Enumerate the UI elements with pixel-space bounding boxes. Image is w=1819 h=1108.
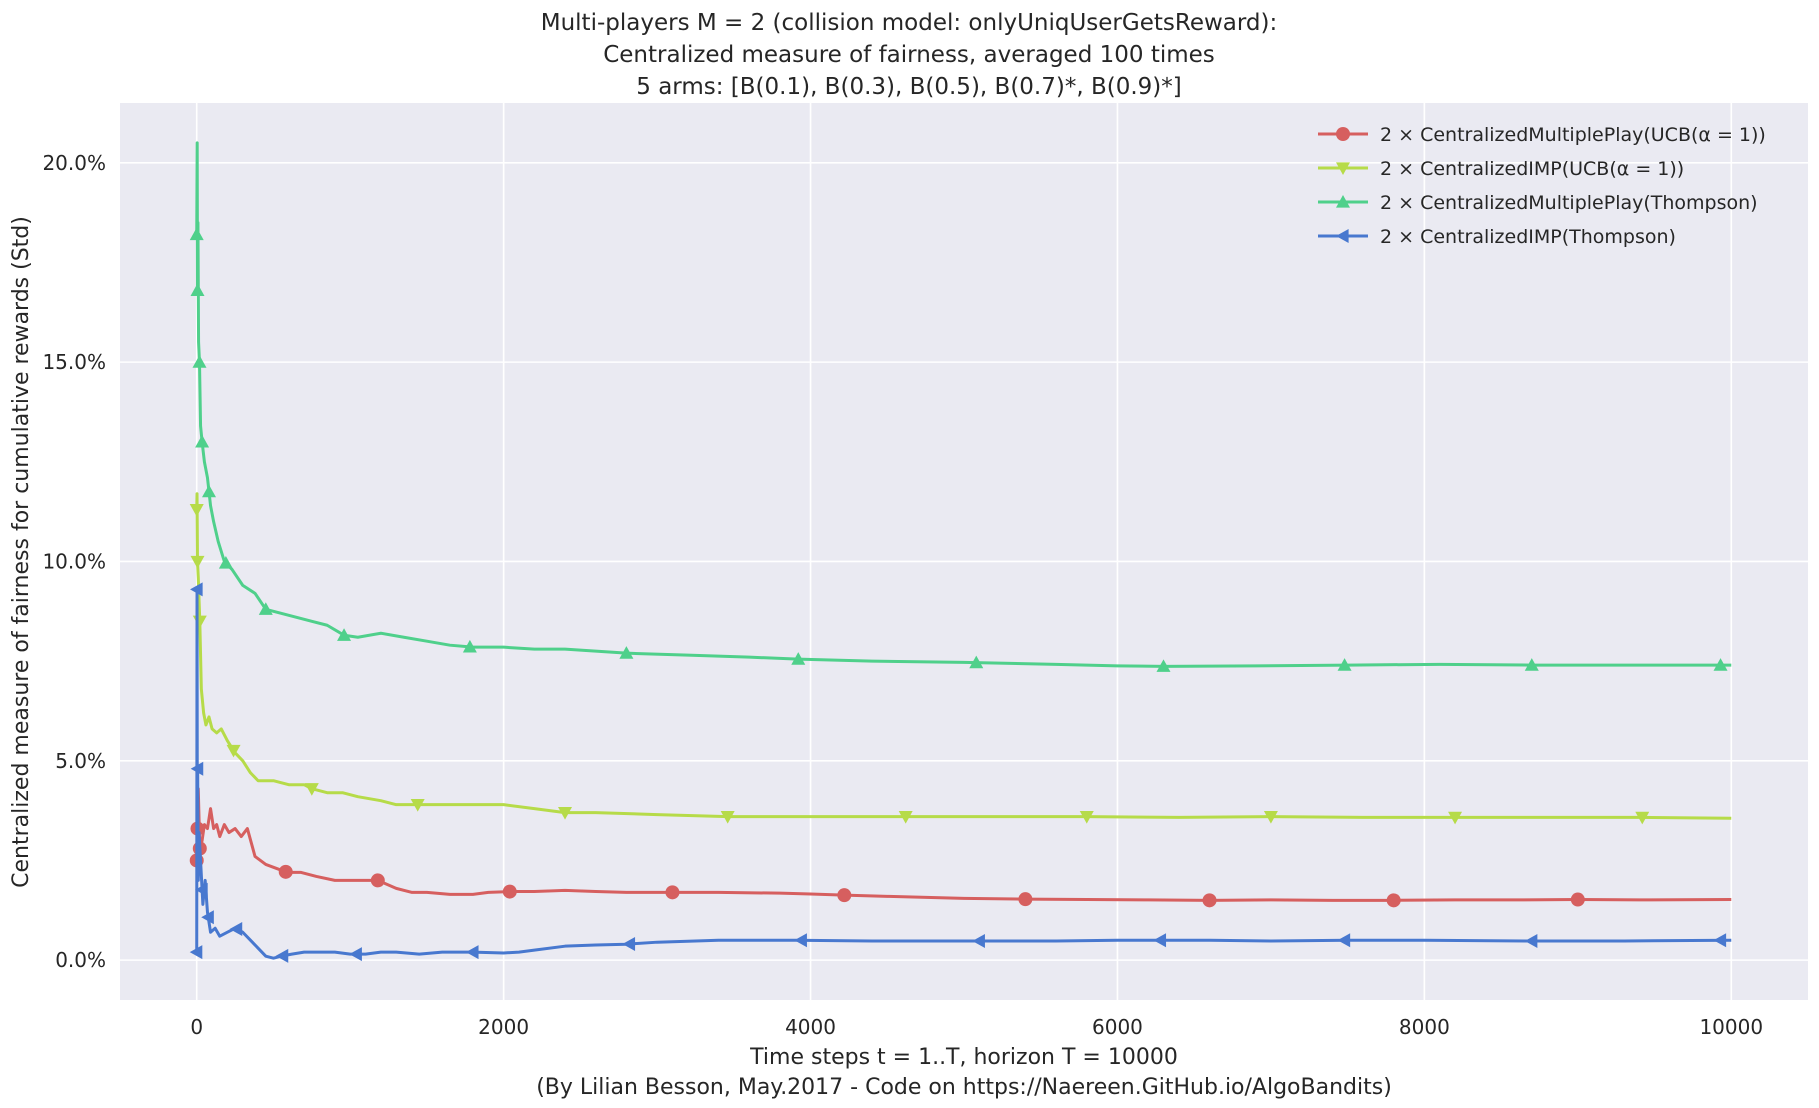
series-point <box>349 947 362 962</box>
series-point <box>898 811 913 824</box>
series-point <box>665 885 680 900</box>
series-point <box>304 783 319 796</box>
series-point <box>969 655 984 669</box>
series-point <box>337 628 352 641</box>
chart-title-line-2: Centralized measure of fairness, average… <box>603 42 1215 68</box>
x-tick-label: 6000 <box>1092 1015 1143 1039</box>
plot-area <box>120 103 1808 1000</box>
series-point <box>1448 811 1463 825</box>
series-point <box>1156 659 1171 672</box>
series-point <box>1263 811 1278 824</box>
series-point <box>720 811 735 824</box>
series-point <box>201 910 214 925</box>
series-point <box>1153 933 1167 948</box>
series-point <box>218 556 233 569</box>
legend-label: 2 × CentralizedIMP(UCB(α = 1)) <box>1380 158 1684 180</box>
legend-marker <box>1336 162 1350 175</box>
grid <box>120 103 1808 1000</box>
legend-marker <box>1336 229 1349 243</box>
series-point <box>226 744 241 758</box>
series-point <box>1524 658 1539 671</box>
x-tick-label: 0 <box>190 1015 203 1039</box>
series-point <box>1018 892 1033 907</box>
legend-marker <box>1336 195 1350 208</box>
legend-entry: 2 × CentralizedMultiplePlay(UCB(α = 1)) <box>1318 124 1766 146</box>
x-axis-label: Time steps t = 1..T, horizon T = 10000 <box>749 1045 1178 1070</box>
legend-label: 2 × CentralizedMultiplePlay(UCB(α = 1)) <box>1380 124 1766 146</box>
series-line <box>195 492 1732 820</box>
series-point <box>1337 933 1351 948</box>
series-line <box>195 141 1732 668</box>
series-point <box>502 884 517 899</box>
series-point <box>972 933 985 948</box>
series-point <box>558 807 573 820</box>
series-4 <box>189 582 1732 963</box>
y-tick-label: 20.0% <box>42 151 106 175</box>
series-point <box>1386 893 1401 908</box>
series-point <box>462 639 477 653</box>
chart-title-line-3: 5 arms: [B(0.1), B(0.3), B(0.5), B(0.7)*… <box>636 74 1182 100</box>
series-point <box>189 945 203 960</box>
legend-entry: 2 × CentralizedMultiplePlay(Thompson) <box>1318 192 1758 214</box>
legend-label: 2 × CentralizedMultiplePlay(Thompson) <box>1380 192 1758 214</box>
series-point <box>190 555 205 569</box>
series-point <box>1635 811 1650 825</box>
series-point <box>837 888 852 903</box>
x-tick-label: 10000 <box>1699 1015 1763 1039</box>
series-point <box>278 864 293 879</box>
x-axis-credit: (By Lilian Besson, May.2017 - Code on ht… <box>536 1075 1392 1100</box>
series-lines <box>189 141 1732 963</box>
y-tick-label: 10.0% <box>42 549 106 573</box>
series-point <box>1202 893 1217 908</box>
series-point <box>190 761 204 776</box>
series-point <box>1524 933 1538 948</box>
series-point <box>1713 933 1727 948</box>
series-point <box>622 936 636 951</box>
y-axis-label: Centralized measure of fairness for cumu… <box>9 216 34 888</box>
series-point <box>192 355 207 368</box>
series-point <box>791 652 806 665</box>
legend-entry: 2 × CentralizedIMP(Thompson) <box>1318 226 1676 248</box>
series-point <box>195 882 208 897</box>
legend-label: 2 × CentralizedIMP(Thompson) <box>1380 226 1676 248</box>
legend: 2 × CentralizedMultiplePlay(UCB(α = 1)) 2… <box>1318 124 1766 248</box>
x-tick-label: 4000 <box>785 1015 836 1039</box>
series-point <box>1713 658 1728 671</box>
y-tick-label: 15.0% <box>42 350 106 374</box>
series-point <box>1079 811 1094 824</box>
series-point <box>1570 892 1585 907</box>
series-3 <box>189 141 1732 672</box>
series-point <box>189 227 204 241</box>
series-point <box>258 602 273 615</box>
y-tick-label: 5.0% <box>55 749 106 773</box>
series-line <box>195 787 1732 902</box>
series-point <box>202 484 217 498</box>
series-point <box>275 948 289 963</box>
series-point <box>410 799 425 812</box>
series-point <box>619 646 634 659</box>
series-point <box>189 504 204 517</box>
series-point <box>190 582 203 597</box>
series-point <box>1337 658 1352 671</box>
series-point <box>465 945 479 960</box>
series-point <box>229 922 243 937</box>
y-tick-label: 0.0% <box>55 948 106 972</box>
x-tick-label: 2000 <box>478 1015 529 1039</box>
series-point <box>190 283 205 296</box>
series-point <box>370 873 385 888</box>
legend-entry: 2 × CentralizedIMP(UCB(α = 1)) <box>1318 158 1684 180</box>
x-tick-label: 8000 <box>1399 1015 1450 1039</box>
chart-title: Multi-players M = 2 (collision model: on… <box>541 10 1278 100</box>
legend-marker <box>1336 127 1350 141</box>
series-point <box>195 434 210 448</box>
series-point <box>794 933 807 948</box>
tick-labels: 0 2000 4000 6000 8000 10000 0.0% 5.0% 10.0% 15.0%… <box>42 151 1763 1039</box>
chart-title-line-1: Multi-players M = 2 (collision model: on… <box>541 10 1278 36</box>
